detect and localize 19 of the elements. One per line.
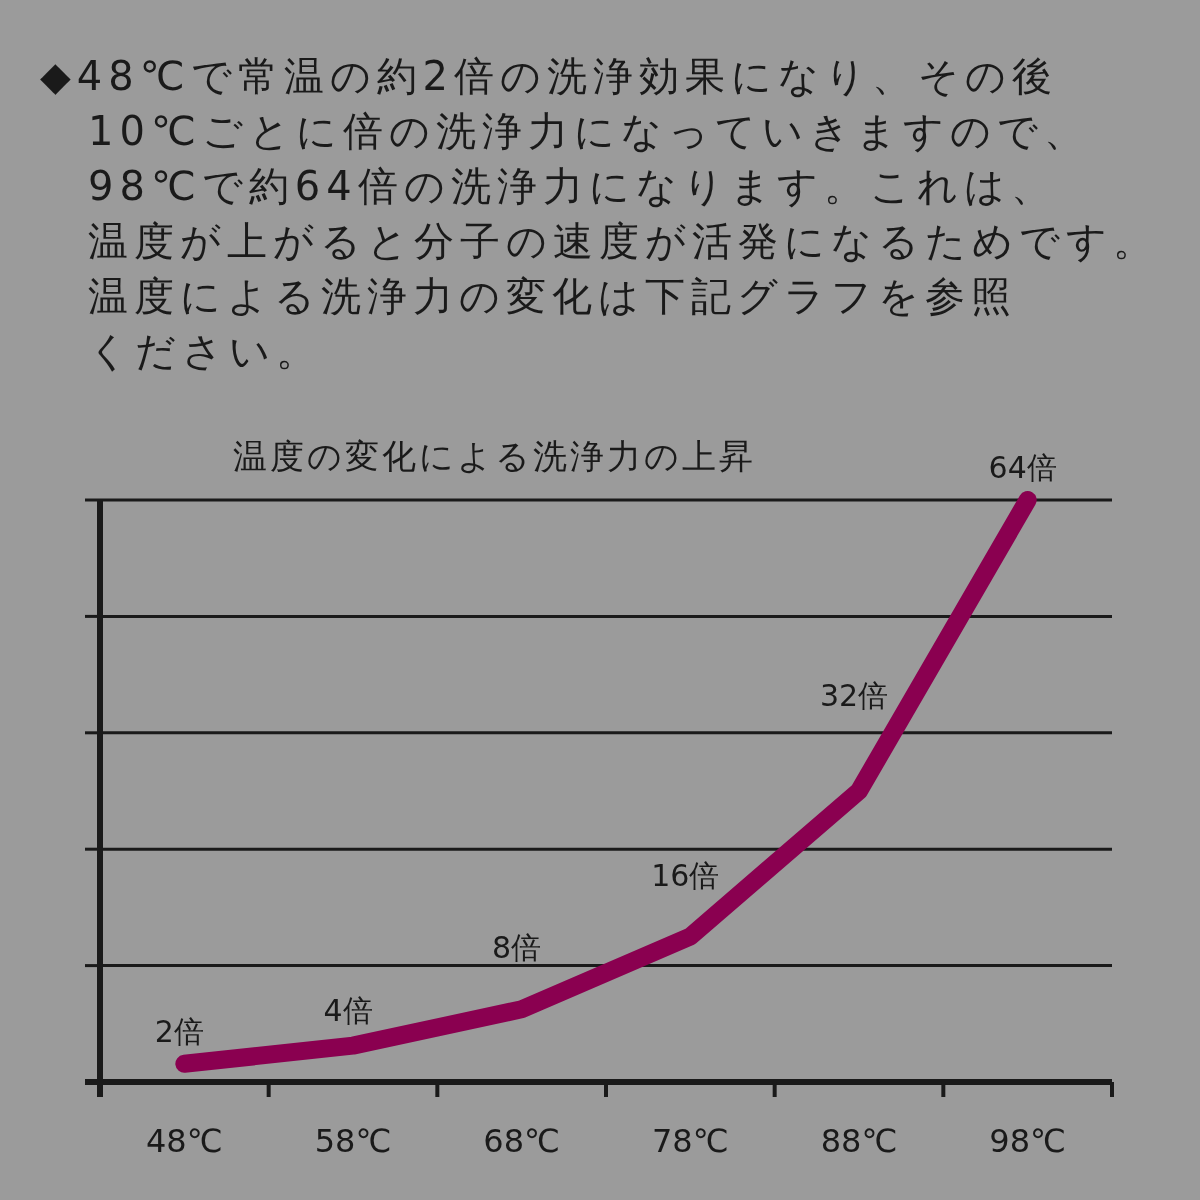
text: 10℃ごとに倍の洗浄力になっていきますので、 [88, 108, 1090, 154]
data-label: 64倍 [988, 450, 1057, 485]
data-label: 8倍 [492, 929, 542, 965]
text: 温度が上がると分子の速度が活発になるためです。 [88, 218, 1159, 264]
data-label: 32倍 [819, 677, 889, 713]
text: 98℃で約64倍の洗浄力になります。これは、 [88, 163, 1057, 209]
text: ◆48℃で常温の約2倍の洗浄効果になり、その後 [40, 53, 1059, 99]
x-tick-label: 58℃ [314, 1122, 392, 1160]
text: ください。 [88, 328, 322, 374]
text: 温度による洗浄力の変化は下記グラフを参照 [88, 273, 1017, 319]
data-label: 4倍 [323, 993, 373, 1028]
x-tick-label: 78℃ [652, 1122, 729, 1160]
x-tick-label: 88℃ [820, 1122, 898, 1160]
x-tick-label: 48℃ [146, 1122, 223, 1160]
data-label: 16倍 [651, 857, 720, 893]
chart-title: 温度の変化による洗浄力の上昇 [232, 436, 756, 476]
x-tick-label: 68℃ [483, 1122, 560, 1160]
x-tick-label: 98℃ [989, 1122, 1066, 1160]
data-label: 2倍 [154, 1013, 204, 1049]
